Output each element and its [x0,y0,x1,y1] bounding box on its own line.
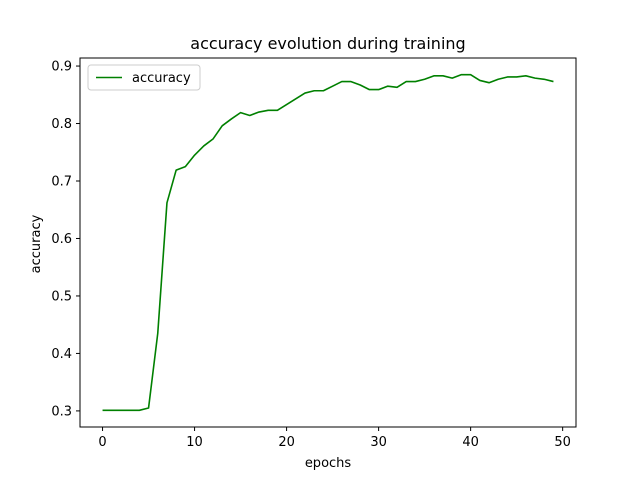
plot-frame [79,57,577,428]
legend-label: accuracy [132,71,191,86]
y-tick-label: 0.9 [51,60,72,75]
y-axis-label: accuracy [29,214,44,273]
legend-box [87,64,201,91]
y-tick-label: 0.3 [51,404,72,419]
x-tick-label: 20 [278,435,295,450]
x-tick-label: 50 [554,435,571,450]
axes: 0 10 20 30 40 50 0.3 0.4 0.5 0.6 0.7 0.8 0.9 [51,57,577,450]
y-tick-label: 0.6 [51,232,72,247]
y-tick-label: 0.8 [51,117,72,132]
x-tick-label: 10 [186,435,203,450]
x-axis-label: epochs [305,456,352,471]
x-tick-label: 40 [462,435,479,450]
y-tick-label: 0.7 [51,175,72,190]
plot-area [102,73,554,412]
chart-title: accuracy evolution during training [190,34,465,53]
x-tick-label: 0 [98,435,106,450]
y-tick-label: 0.4 [51,347,72,362]
series-line-accuracy [102,73,554,412]
legend: accuracy [87,64,201,91]
x-tick-label: 30 [370,435,387,450]
y-tick-label: 0.5 [51,289,72,304]
